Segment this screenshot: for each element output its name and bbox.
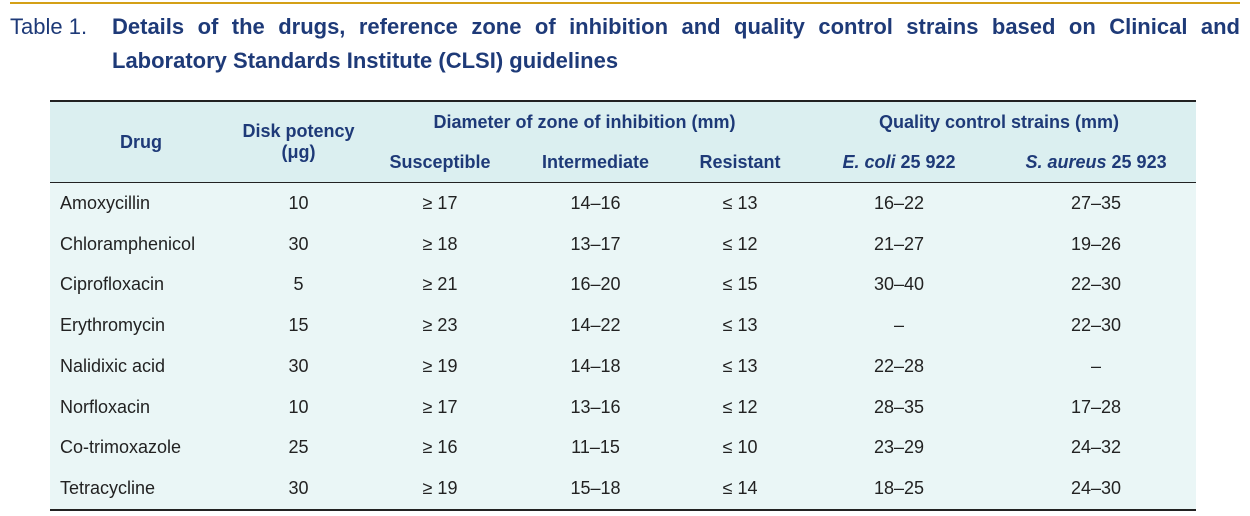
cell-drug: Norfloxacin: [50, 386, 230, 428]
cell-drug: Ciprofloxacin: [50, 264, 230, 306]
cell-ecoli: 30–40: [802, 264, 997, 306]
table-row: Erythromycin 15 ≥ 23 14–22 ≤ 13 – 22–30: [50, 305, 1197, 346]
table-header: Drug Disk potency (μg) Diameter of zone …: [50, 100, 1197, 183]
header-saureus-species: S. aureus: [1025, 151, 1107, 172]
cell-susceptible: ≥ 23: [367, 305, 513, 346]
cell-intermediate: 14–16: [513, 182, 678, 224]
table-container: Drug Disk potency (μg) Diameter of zone …: [50, 100, 1197, 511]
table-row: Amoxycillin 10 ≥ 17 14–16 ≤ 13 16–22 27–…: [50, 182, 1197, 224]
header-qc-group: Quality control strains (mm): [802, 100, 1197, 142]
cell-drug: Co-trimoxazole: [50, 427, 230, 469]
table-row: Tetracycline 30 ≥ 19 15–18 ≤ 14 18–25 24…: [50, 468, 1197, 511]
cell-potency: 15: [230, 305, 367, 346]
cell-susceptible: ≥ 19: [367, 346, 513, 387]
header-saureus-strain: 25 923: [1106, 151, 1167, 172]
cell-ecoli: 16–22: [802, 182, 997, 224]
cell-intermediate: 13–17: [513, 223, 678, 265]
cell-ecoli: 22–28: [802, 346, 997, 387]
cell-ecoli: 23–29: [802, 427, 997, 469]
cell-susceptible: ≥ 19: [367, 468, 513, 511]
cell-resistant: ≤ 15: [678, 264, 803, 306]
cell-resistant: ≤ 12: [678, 223, 803, 265]
cell-ecoli: 21–27: [802, 223, 997, 265]
drug-table: Drug Disk potency (μg) Diameter of zone …: [50, 100, 1197, 511]
cell-ecoli: 18–25: [802, 468, 997, 511]
header-zone-group: Diameter of zone of inhibition (mm): [367, 100, 803, 142]
cell-potency: 25: [230, 427, 367, 469]
cell-drug: Nalidixic acid: [50, 346, 230, 387]
cell-resistant: ≤ 13: [678, 182, 803, 224]
cell-potency: 10: [230, 182, 367, 224]
cell-ecoli: 28–35: [802, 386, 997, 428]
cell-potency: 30: [230, 223, 367, 265]
cell-drug: Chloramphenicol: [50, 223, 230, 265]
cell-intermediate: 11–15: [513, 427, 678, 469]
cell-saureus: 22–30: [996, 264, 1197, 306]
header-ecoli: E. coli 25 922: [802, 142, 997, 183]
cell-intermediate: 16–20: [513, 264, 678, 306]
header-susceptible: Susceptible: [367, 142, 513, 183]
cell-drug: Amoxycillin: [50, 182, 230, 224]
cell-resistant: ≤ 12: [678, 386, 803, 428]
table-title: Details of the drugs, reference zone of …: [112, 14, 1240, 73]
header-ecoli-species: E. coli: [842, 151, 896, 172]
cell-saureus: 22–30: [996, 305, 1197, 346]
header-disk-potency-label: Disk potency (μg): [242, 121, 355, 162]
cell-saureus: 27–35: [996, 182, 1197, 224]
cell-drug: Erythromycin: [50, 305, 230, 346]
cell-resistant: ≤ 10: [678, 427, 803, 469]
header-disk-potency: Disk potency (μg): [230, 100, 367, 183]
cell-intermediate: 13–16: [513, 386, 678, 428]
cell-saureus: 19–26: [996, 223, 1197, 265]
header-drug: Drug: [50, 100, 230, 183]
table-row: Norfloxacin 10 ≥ 17 13–16 ≤ 12 28–35 17–…: [50, 386, 1197, 428]
cell-resistant: ≤ 13: [678, 305, 803, 346]
cell-saureus: 24–30: [996, 468, 1197, 511]
header-intermediate: Intermediate: [513, 142, 678, 183]
cell-susceptible: ≥ 16: [367, 427, 513, 469]
table-row: Chloramphenicol 30 ≥ 18 13–17 ≤ 12 21–27…: [50, 223, 1197, 265]
header-resistant: Resistant: [678, 142, 803, 183]
table-row: Co-trimoxazole 25 ≥ 16 11–15 ≤ 10 23–29 …: [50, 427, 1197, 469]
header-ecoli-strain: 25 922: [895, 151, 956, 172]
table-row: Ciprofloxacin 5 ≥ 21 16–20 ≤ 15 30–40 22…: [50, 264, 1197, 306]
table-row: Nalidixic acid 30 ≥ 19 14–18 ≤ 13 22–28 …: [50, 346, 1197, 387]
cell-potency: 30: [230, 346, 367, 387]
cell-intermediate: 15–18: [513, 468, 678, 511]
table-number: Table 1.: [10, 14, 88, 39]
cell-intermediate: 14–18: [513, 346, 678, 387]
cell-susceptible: ≥ 17: [367, 386, 513, 428]
cell-resistant: ≤ 14: [678, 468, 803, 511]
cell-saureus: –: [996, 346, 1197, 387]
table-body: Amoxycillin 10 ≥ 17 14–16 ≤ 13 16–22 27–…: [50, 182, 1197, 511]
cell-susceptible: ≥ 18: [367, 223, 513, 265]
header-saureus: S. aureus 25 923: [996, 142, 1197, 183]
cell-resistant: ≤ 13: [678, 346, 803, 387]
cell-potency: 10: [230, 386, 367, 428]
cell-intermediate: 14–22: [513, 305, 678, 346]
cell-potency: 5: [230, 264, 367, 306]
cell-potency: 30: [230, 468, 367, 511]
table-caption: Table 1. Details of the drugs, reference…: [10, 10, 1240, 78]
cell-susceptible: ≥ 17: [367, 182, 513, 224]
cell-saureus: 17–28: [996, 386, 1197, 428]
cell-susceptible: ≥ 21: [367, 264, 513, 306]
cell-drug: Tetracycline: [50, 468, 230, 511]
cell-ecoli: –: [802, 305, 997, 346]
top-rule: [10, 2, 1240, 4]
cell-saureus: 24–32: [996, 427, 1197, 469]
